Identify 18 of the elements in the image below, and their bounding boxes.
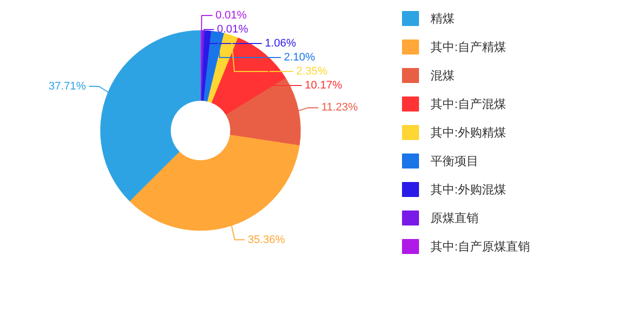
legend-label: 其中:自产精煤 (430, 40, 506, 54)
data-label: 37.71% (48, 80, 86, 92)
data-label: 2.35% (296, 66, 328, 78)
data-label: 0.01% (216, 24, 248, 36)
legend-label: 其中:外购精煤 (430, 126, 506, 140)
legend-label: 原煤直销 (430, 211, 478, 225)
data-label: 2.10% (284, 52, 316, 64)
data-label: 10.17% (304, 80, 342, 92)
data-label: 1.06% (264, 38, 296, 50)
legend-label: 其中:外购混煤 (430, 182, 506, 196)
legend-label: 精煤 (430, 12, 454, 26)
legend-label: 其中:自产原煤直销 (430, 240, 530, 254)
legend-label: 混煤 (430, 68, 454, 82)
data-label: 11.23% (321, 102, 358, 114)
data-label: 35.36% (248, 234, 286, 246)
legend-label: 平衡项目 (430, 154, 478, 168)
data-label: 0.01% (216, 10, 247, 22)
legend-label: 其中:自产混煤 (430, 97, 506, 111)
